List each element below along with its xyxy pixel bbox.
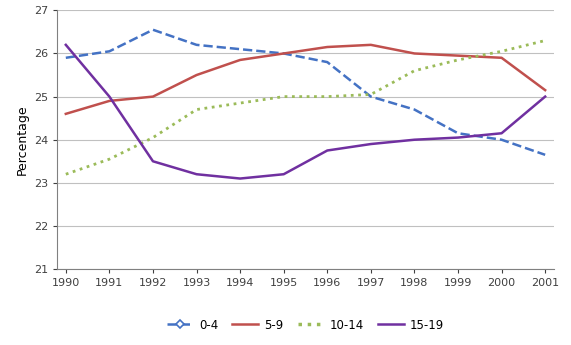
Legend: 0-4, 5-9, 10-14, 15-19: 0-4, 5-9, 10-14, 15-19 bbox=[162, 314, 449, 336]
Y-axis label: Percentage: Percentage bbox=[15, 105, 29, 175]
